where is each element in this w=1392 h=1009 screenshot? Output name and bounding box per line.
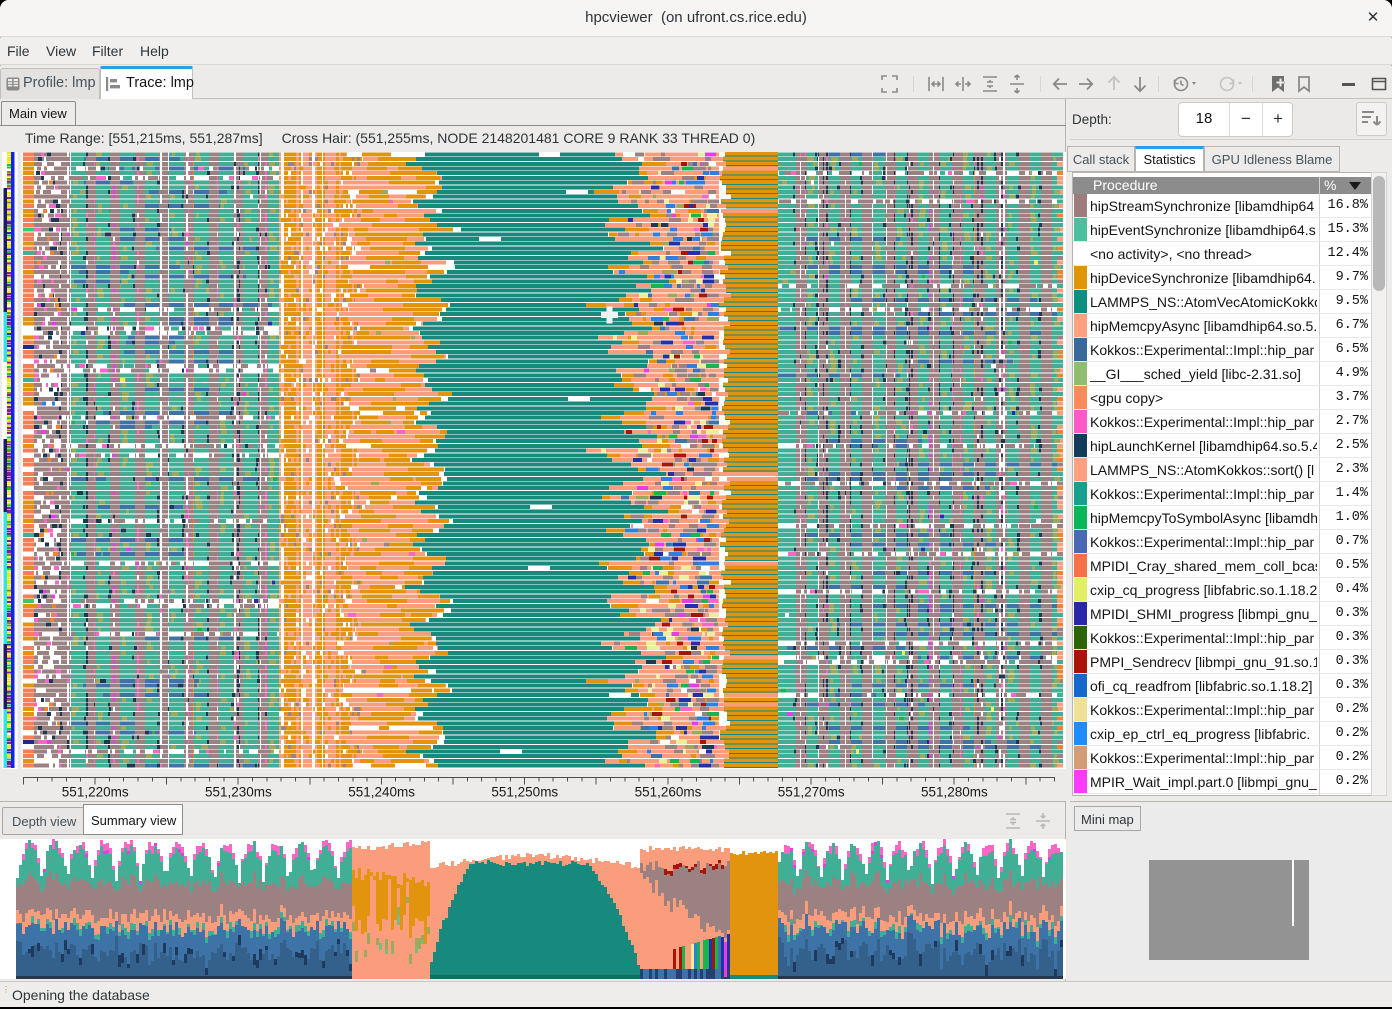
svg-text:551,260ms: 551,260ms bbox=[635, 785, 702, 800]
svg-text:551,240ms: 551,240ms bbox=[348, 785, 415, 800]
svg-text:551,220ms: 551,220ms bbox=[62, 785, 129, 800]
svg-text:551,230ms: 551,230ms bbox=[205, 785, 272, 800]
svg-text:551,250ms: 551,250ms bbox=[491, 785, 558, 800]
svg-text:551,280ms: 551,280ms bbox=[921, 785, 988, 800]
svg-text:551,270ms: 551,270ms bbox=[778, 785, 845, 800]
